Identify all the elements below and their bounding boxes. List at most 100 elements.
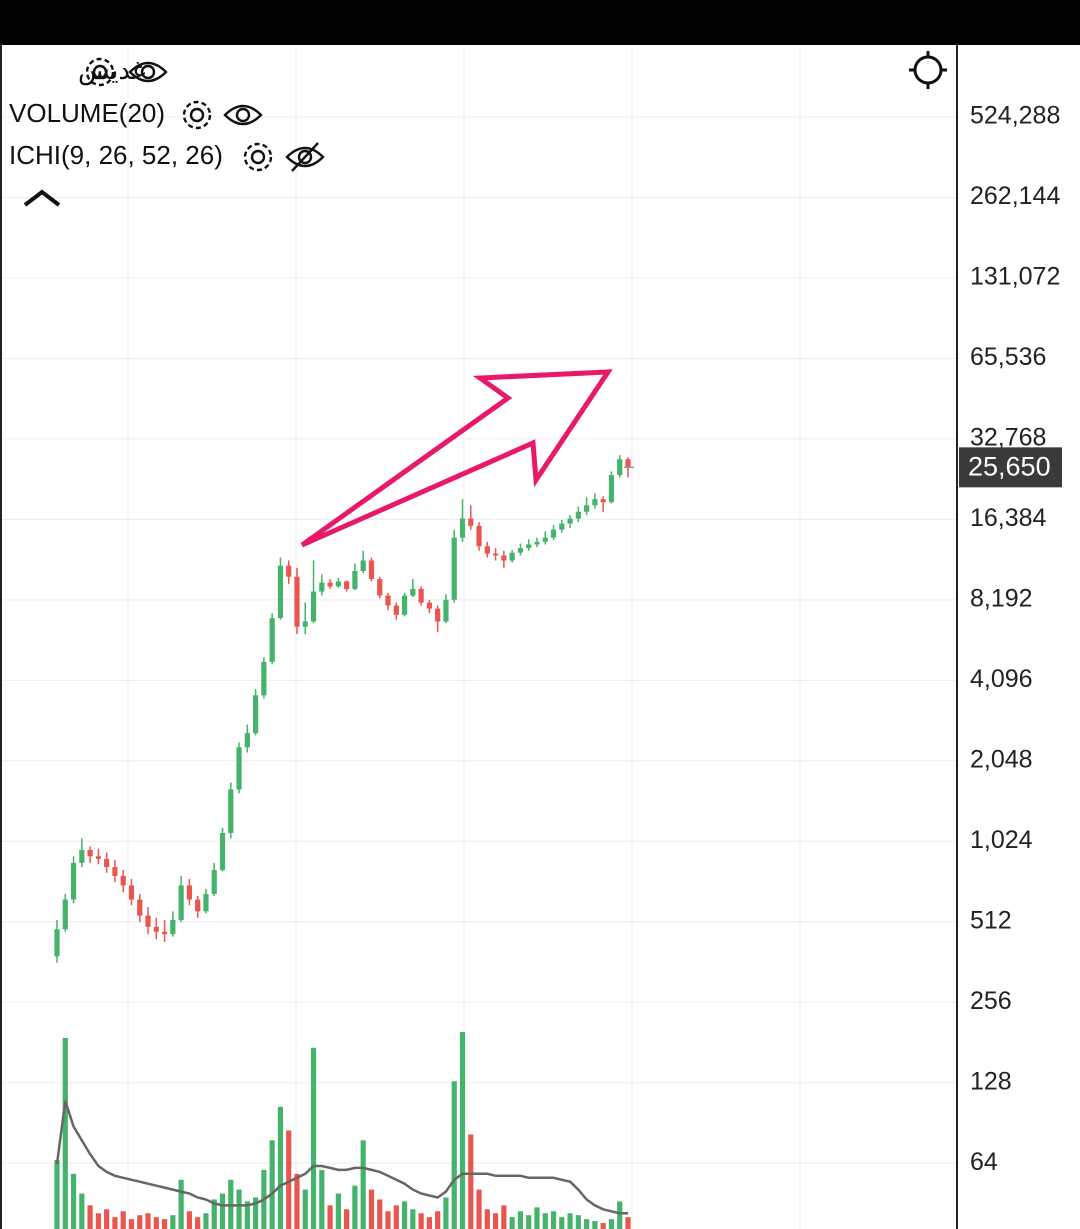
collapse-button[interactable] <box>23 189 61 207</box>
hidden-icon[interactable] <box>285 142 325 172</box>
volume-bar <box>418 1213 424 1229</box>
candle-body <box>476 525 482 547</box>
volume-bar <box>195 1217 201 1229</box>
volume-bar <box>584 1219 590 1229</box>
candle-body <box>410 588 416 596</box>
candle-body <box>228 789 234 833</box>
visibility-icon[interactable] <box>223 104 263 126</box>
volume-bar <box>294 1173 300 1229</box>
candle-body <box>203 894 209 912</box>
volume-bar <box>368 1189 375 1229</box>
volume-bar <box>286 1130 292 1229</box>
y-tick-label: 16,384 <box>970 504 1047 532</box>
volume-bar <box>443 1197 449 1229</box>
candle-body <box>501 555 507 561</box>
y-tick-label: 64 <box>970 1148 998 1176</box>
y-tick-label: 512 <box>970 906 1012 934</box>
crosshair-button[interactable] <box>909 51 947 89</box>
volume-bar <box>112 1217 118 1229</box>
volume-bar <box>128 1219 135 1229</box>
candle-body <box>302 621 308 627</box>
candle-body <box>161 931 168 935</box>
volume-bar <box>170 1215 176 1229</box>
candle-body <box>62 899 68 930</box>
volume-bar <box>344 1209 350 1229</box>
y-tick-label: 262,144 <box>970 182 1060 210</box>
y-tick-label: 65,536 <box>970 343 1046 371</box>
candle-body <box>484 546 490 554</box>
y-tick-label: 128 <box>970 1067 1012 1095</box>
volume-bar <box>410 1209 416 1229</box>
settings-icon[interactable] <box>243 142 273 172</box>
volume-bar <box>302 1189 308 1229</box>
candle-body <box>277 565 284 619</box>
y-tick-label: 2,048 <box>970 745 1033 773</box>
candle-body <box>236 747 242 790</box>
y-tick-label: 131,072 <box>970 263 1060 291</box>
y-tick-label: 1,024 <box>970 826 1033 854</box>
volume-bar <box>575 1215 581 1229</box>
candle-body <box>492 553 499 556</box>
candle-body <box>253 695 259 734</box>
volume-bar <box>120 1211 126 1229</box>
visibility-icon[interactable] <box>128 61 168 83</box>
volume-bar <box>625 1217 631 1229</box>
candle-body <box>468 518 474 526</box>
candle-body <box>327 582 333 587</box>
volume-bar <box>277 1106 284 1229</box>
volume-bar <box>335 1193 341 1229</box>
volume-bar <box>492 1213 499 1229</box>
y-tick-label: 32,768 <box>970 424 1046 452</box>
candle-body <box>600 499 606 503</box>
volume-bar <box>377 1199 383 1229</box>
candle-body <box>608 475 615 503</box>
y-tick-label: 524,288 <box>970 102 1060 130</box>
candle-body <box>426 602 432 609</box>
candle-body <box>54 929 60 957</box>
candle-body <box>584 505 590 512</box>
candle-body <box>186 885 193 900</box>
candle-body <box>70 862 77 900</box>
volume-bar <box>79 1193 85 1229</box>
candle-body <box>294 576 300 627</box>
volume-bar <box>153 1217 159 1229</box>
volume-bar <box>476 1189 482 1229</box>
volume-bar <box>178 1179 184 1229</box>
volume-bar <box>319 1169 325 1229</box>
candle-body <box>377 579 383 596</box>
candle-body <box>87 849 93 857</box>
y-tick-label: 8,192 <box>970 584 1033 612</box>
volume-bar <box>459 1032 466 1229</box>
volume-bar <box>161 1219 168 1229</box>
volume-bar <box>360 1140 366 1229</box>
volume-bar <box>186 1211 193 1229</box>
settings-icon[interactable] <box>182 100 212 130</box>
candle-body <box>360 560 366 572</box>
volume-bar <box>468 1134 474 1229</box>
volume-bar <box>62 1037 68 1229</box>
candle-body <box>120 875 126 886</box>
candle-body <box>211 869 217 895</box>
candle-body <box>335 581 341 587</box>
volume-bar <box>236 1189 242 1229</box>
volume-bar <box>600 1223 606 1229</box>
vertical-grid <box>127 45 801 1229</box>
candle-body <box>435 608 441 622</box>
candle-body <box>393 605 399 615</box>
volume-bar <box>137 1215 143 1229</box>
candle-body <box>344 581 350 589</box>
volume-bar <box>54 1160 60 1229</box>
candle-body <box>128 885 135 900</box>
volume-ma-line <box>55 1100 628 1215</box>
candle-body <box>401 595 408 615</box>
candle-body <box>95 856 101 859</box>
candle-body <box>592 499 598 506</box>
candle-body <box>443 599 449 622</box>
volume-bar <box>203 1213 209 1229</box>
volume-bar <box>501 1205 507 1229</box>
candle-body <box>526 544 532 549</box>
settings-icon[interactable] <box>85 57 115 87</box>
candle-body <box>269 618 275 662</box>
volume-bar <box>534 1207 540 1229</box>
